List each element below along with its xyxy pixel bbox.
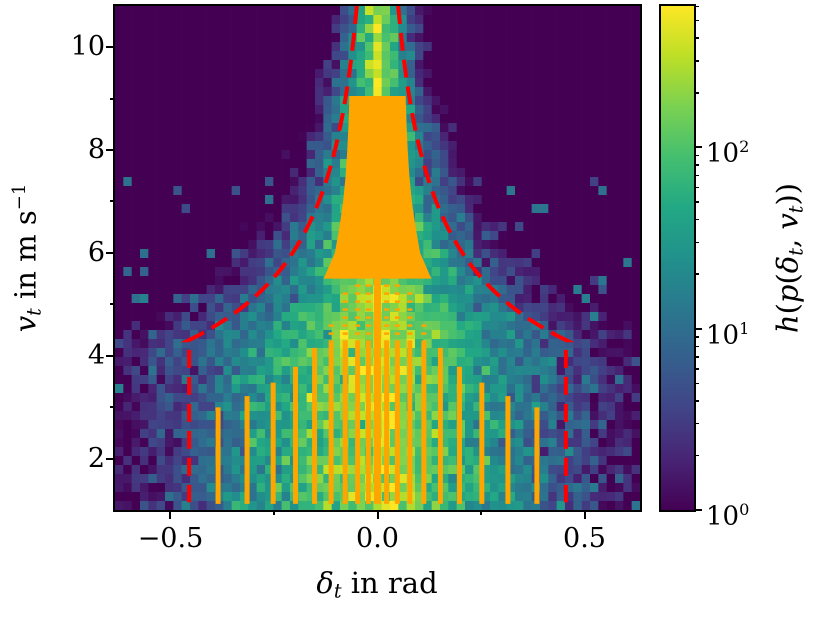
y-tick-label: 2 xyxy=(87,442,105,474)
y-minor-tick xyxy=(110,406,115,409)
colorbar-minor-tick xyxy=(694,174,699,177)
colorbar-minor-tick xyxy=(694,201,699,203)
colorbar-tick-base: 10 xyxy=(706,320,740,351)
colorbar-label-part: )) xyxy=(770,182,805,206)
y-tick xyxy=(106,149,115,151)
x-minor-tick xyxy=(480,510,482,515)
colorbar-minor-tick xyxy=(694,164,699,166)
y-tick xyxy=(106,354,115,357)
colorbar-minor-tick xyxy=(694,356,699,358)
colorbar-tick-label: 101 xyxy=(706,312,749,353)
y-tick xyxy=(106,46,115,49)
colorbar-minor-tick xyxy=(694,422,699,425)
colorbar-label: h(p(δt, vt)) xyxy=(771,183,808,333)
colorbar-tick-exponent: 1 xyxy=(739,318,750,338)
colorbar-tick-base: 10 xyxy=(706,501,740,532)
colorbar-label-part: t xyxy=(784,248,808,256)
plot-area xyxy=(113,4,642,512)
y-axis-variable: v xyxy=(8,315,43,333)
colorbar-tick-label: 102 xyxy=(706,130,749,171)
x-tick-label: 0.0 xyxy=(356,523,399,554)
colorbar-minor-tick xyxy=(694,92,699,94)
colorbar-label-part: v xyxy=(770,213,805,230)
colorbar-minor-tick xyxy=(694,382,699,385)
y-axis-label: vt in m s−1 xyxy=(9,184,46,333)
y-axis-subscript: t xyxy=(22,308,46,316)
colorbar-label-part: h xyxy=(770,314,805,334)
colorbar-minor-tick xyxy=(694,400,699,402)
colorbar-minor-tick xyxy=(694,345,699,348)
colorbar-minor-tick xyxy=(694,37,699,39)
colorbar-minor-tick xyxy=(694,154,699,157)
y-tick-label: 4 xyxy=(87,339,105,371)
colorbar-tick-exponent: 0 xyxy=(739,500,750,519)
colorbar-minor-tick xyxy=(694,218,699,221)
x-minor-tick xyxy=(272,510,275,515)
x-tick xyxy=(169,510,172,519)
y-tick-label: 6 xyxy=(87,236,105,268)
colorbar-tick xyxy=(694,146,702,149)
y-axis-unit-exponent: −1 xyxy=(9,183,31,211)
x-tick-label: 0.5 xyxy=(563,523,606,554)
y-tick xyxy=(106,457,115,460)
colorbar-tick-base: 10 xyxy=(706,138,740,169)
y-minor-tick xyxy=(110,97,115,100)
colorbar-tick xyxy=(694,509,702,511)
x-tick-label: −0.5 xyxy=(137,523,204,554)
colorbar-label-part: t xyxy=(784,205,808,214)
colorbar-minor-tick xyxy=(694,241,699,244)
colorbar-minor-tick xyxy=(694,454,699,457)
colorbar-minor-tick xyxy=(694,273,699,275)
colorbar-gradient xyxy=(661,6,694,510)
colorbar-label-part: ( xyxy=(770,303,805,315)
heatmap-canvas xyxy=(115,6,640,510)
x-tick xyxy=(376,510,379,519)
y-minor-tick xyxy=(110,200,115,203)
colorbar xyxy=(659,4,696,512)
colorbar-label-part: p xyxy=(770,284,805,304)
colorbar-label-part: δ xyxy=(770,255,805,274)
x-axis-label: δt in rad xyxy=(316,566,437,603)
x-axis-subscript: t xyxy=(333,579,342,603)
x-tick xyxy=(583,510,586,519)
x-axis-variable: δ xyxy=(316,566,334,600)
colorbar-minor-tick xyxy=(694,5,699,7)
x-axis-unit: in rad xyxy=(341,566,438,600)
y-minor-tick xyxy=(110,303,115,306)
colorbar-label-part: , xyxy=(770,229,805,249)
colorbar-tick xyxy=(694,327,702,330)
y-tick-label: 10 xyxy=(70,31,105,63)
y-tick-label: 8 xyxy=(87,134,105,165)
colorbar-tick-exponent: 2 xyxy=(739,137,750,157)
colorbar-minor-tick xyxy=(694,19,699,22)
colorbar-minor-tick xyxy=(694,60,699,62)
colorbar-minor-tick xyxy=(694,368,699,370)
y-tick xyxy=(106,251,115,254)
colorbar-minor-tick xyxy=(694,336,699,338)
y-axis-unit: in m s xyxy=(8,210,43,309)
colorbar-tick-label: 100 xyxy=(706,493,749,534)
colorbar-minor-tick xyxy=(694,186,699,189)
colorbar-label-part: ( xyxy=(770,273,805,285)
